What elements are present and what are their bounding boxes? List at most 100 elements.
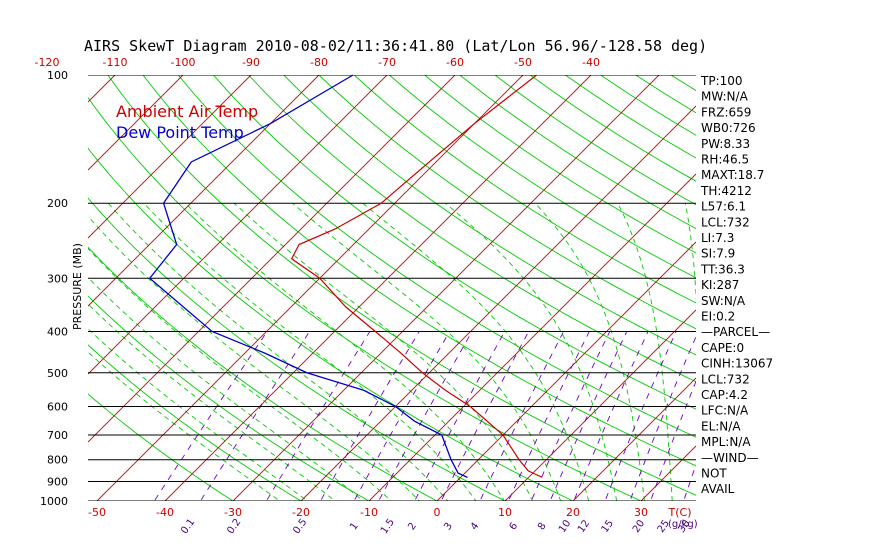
stability-index-text: KI:287 [701, 278, 739, 292]
top-temp-tick-label: -100 [171, 56, 196, 69]
bottom-temp-tick-label: 20 [566, 506, 580, 519]
mixing-ratio-line [549, 331, 628, 501]
pressure-tick-label: 600 [47, 400, 68, 413]
moist-adiabat-line [107, 202, 449, 501]
stability-index-text: CINH:13067 [701, 357, 773, 371]
mixing-ratio-line [440, 331, 530, 501]
top-temp-tick-label: -50 [514, 56, 532, 69]
pressure-tick-label: 100 [47, 69, 68, 82]
isotherm-line [164, 75, 592, 501]
stability-index-text: LCL:732 [701, 215, 750, 229]
isotherm-line [96, 75, 524, 501]
stability-index-text: PW:8.33 [701, 137, 750, 151]
mixing-ratio-tick-label: 20 [631, 518, 647, 535]
isotherm-line [88, 75, 388, 375]
dry-adiabat-line [318, 75, 696, 330]
dry-adiabat-line [142, 75, 696, 467]
mixing-ratio-line [573, 331, 649, 501]
mixing-ratio-line [530, 331, 611, 501]
mixing-ratio-tick-label: 12 [576, 518, 592, 535]
stability-index-text: EL:N/A [701, 419, 741, 433]
stability-index-text: FRZ:659 [701, 105, 751, 119]
moist-adiabat-line [88, 328, 309, 501]
mixing-ratio-tick-label: 0.1 [179, 517, 197, 536]
stability-index-text: MPL:N/A [701, 435, 751, 449]
stability-index-text: MAXT:18.7 [701, 168, 764, 182]
isotherm-line [300, 105, 696, 501]
stability-index-text: NOT [701, 467, 727, 481]
mixing-ratio-line [604, 331, 677, 501]
dry-adiabat-line [88, 344, 302, 501]
stability-index-text: CAPE:0 [701, 341, 744, 355]
bottom-temp-tick-label: 30 [634, 506, 648, 519]
stability-index-text: AVAIL [701, 482, 735, 496]
dew-point-temp-line [148, 74, 468, 478]
stability-index-text: SI:7.9 [701, 247, 735, 261]
stability-index-text: TP:100 [700, 74, 743, 88]
chart-title: AIRS SkewT Diagram 2010-08-02/11:36:41.8… [84, 37, 707, 55]
mixing-ratio-line [153, 331, 268, 501]
moist-adiabat-line [88, 276, 364, 501]
ambient-air-temp-line [290, 74, 543, 478]
isotherm-line [88, 75, 116, 103]
grid-lines [88, 75, 696, 501]
legend: Ambient Air Temp Dew Point Temp [116, 102, 258, 142]
stability-index-text: LFC:N/A [701, 404, 749, 418]
moist-adiabat-line [88, 351, 281, 501]
isotherm-line [88, 75, 184, 171]
moist-adiabat-line [185, 202, 505, 501]
y-axis-label: PRESSURE (MB) [71, 243, 84, 330]
top-temp-tick-label: -70 [378, 56, 396, 69]
top-temp-tick-label: -120 [35, 56, 60, 69]
mixing-ratio-line [629, 335, 696, 501]
x-axis-label: T(C) [668, 506, 692, 519]
mixing-ratio-line [378, 331, 473, 501]
bottom-temp-tick-label: -10 [360, 506, 378, 519]
dry-adiabat-line [459, 75, 696, 230]
mixing-ratio-tick-label: 0.2 [225, 517, 243, 536]
pressure-tick-label: 300 [47, 272, 68, 285]
bottom-temp-tick-label: -20 [292, 506, 310, 519]
dry-adiabat-line [88, 295, 370, 501]
moist-adiabat-line [143, 202, 477, 501]
moist-adiabat-line [362, 202, 590, 501]
dry-adiabat-line [353, 75, 696, 304]
mixing-ratio-line [414, 331, 506, 501]
mixing-ratio-line [199, 331, 310, 501]
stability-index-text: RH:46.5 [701, 153, 749, 167]
mixing-ratio-tick-label: 0.5 [291, 517, 309, 536]
mixing-ratio-unit-label: (g/kg) [668, 519, 698, 530]
mixing-ratio-tick-label: 6 [508, 521, 521, 533]
mixing-ratio-line [650, 380, 696, 501]
mixing-ratio-tick-label: 8 [536, 521, 549, 533]
stability-index-text: L57:6.1 [701, 200, 746, 214]
pressure-tick-label: 500 [47, 367, 68, 380]
moist-adiabat-line [88, 247, 392, 501]
dry-adiabat-line [247, 75, 696, 383]
mixing-ratio-tick-label: 4 [469, 521, 482, 533]
top-temp-tick-label: -40 [582, 56, 600, 69]
isotherm-line [572, 377, 696, 501]
bottom-temp-tick-label: -50 [88, 506, 106, 519]
dry-adiabat-line [529, 75, 696, 182]
mixing-ratio-tick-label: 2 [406, 521, 419, 533]
dry-adiabat-line [107, 75, 696, 496]
dry-adiabat-line [423, 75, 696, 254]
mixing-ratio-tick-label: 1.5 [379, 517, 397, 536]
mixing-ratio-line [479, 331, 565, 501]
moist-adiabat-line [617, 203, 673, 501]
dry-adiabat-line [212, 75, 696, 410]
dry-adiabat-line [494, 75, 696, 206]
pressure-tick-label: 200 [47, 197, 68, 210]
moist-adiabat-line [88, 215, 421, 501]
isotherm-line [232, 75, 660, 501]
mixing-ratio-line [353, 331, 451, 501]
pressure-tick-label: 700 [47, 429, 68, 442]
dry-adiabat-line [388, 75, 696, 279]
stability-index-text: LI:7.3 [701, 231, 734, 245]
stability-index-text: WB0:726 [701, 121, 756, 135]
dry-adiabat-line [177, 75, 696, 438]
bottom-temp-tick-label: -30 [224, 506, 242, 519]
